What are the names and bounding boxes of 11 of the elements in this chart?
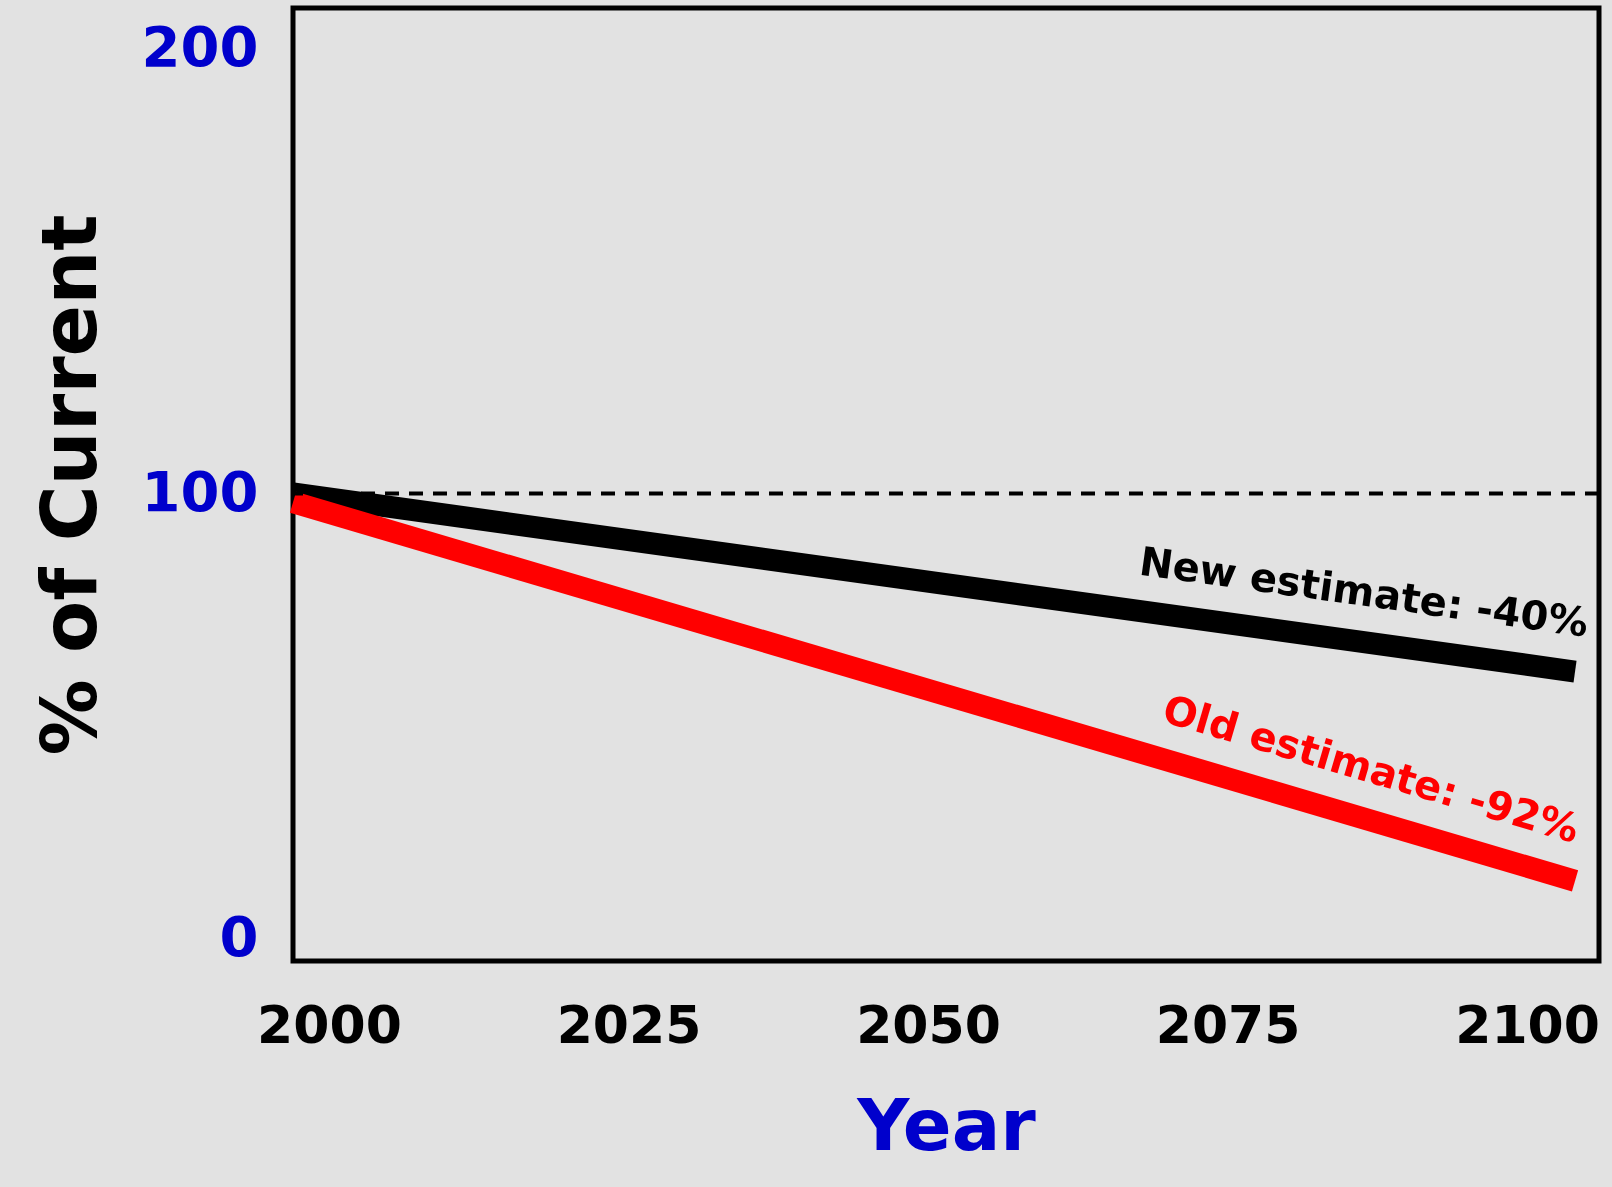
- x-tick-label: 2050: [856, 994, 1001, 1055]
- x-tick-label: 2025: [556, 994, 702, 1055]
- x-tick-label: 2075: [1155, 994, 1301, 1055]
- text: New estimate: -40%: [1136, 537, 1592, 646]
- y-axis-title: % of Current: [24, 214, 114, 756]
- x-tick-label: 2100: [1455, 994, 1600, 1055]
- x-axis-title: Year: [856, 1082, 1037, 1167]
- y-tick-label: 200: [141, 13, 259, 79]
- y-tick-label: 100: [141, 458, 259, 524]
- x-tick-label: 2000: [257, 994, 402, 1055]
- y-tick-label: 0: [219, 904, 259, 970]
